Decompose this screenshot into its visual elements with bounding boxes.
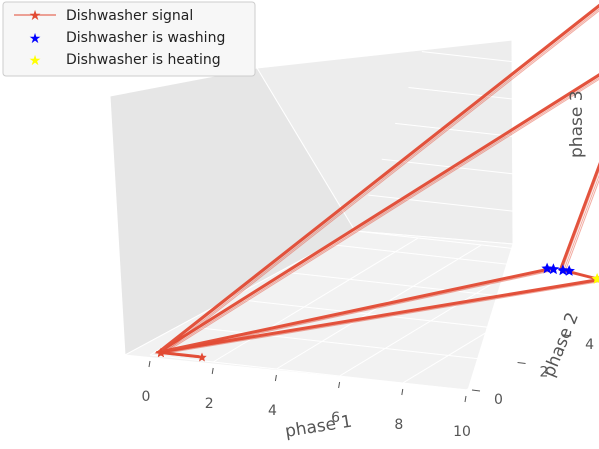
- signal-point-1: [197, 352, 207, 362]
- legend-box: [2, 1, 256, 77]
- washing-point-8: [547, 263, 560, 275]
- signal-line-2: [160, 8, 599, 359]
- legend-washing-label: Dishwasher is washing: [66, 30, 225, 46]
- x-tick-mark-3: [338, 381, 341, 389]
- grid-line-z-6: [435, 15, 599, 35]
- grid-line-z-2: [381, 158, 599, 184]
- legend-washing-marker: ★: [29, 31, 42, 47]
- axis-ticks: 024681002468012345678: [142, 334, 594, 440]
- signal-line-3: [162, 10, 599, 359]
- data-marks: [154, 3, 599, 362]
- grid-line-z-1: [368, 194, 599, 222]
- x-tick-mark-2: [274, 374, 277, 382]
- y-tick-mark-2: [563, 334, 572, 337]
- y-tick-mark-1: [517, 361, 526, 364]
- grid-line-x-4: [402, 263, 599, 384]
- x-tick-mark-0: [148, 360, 151, 368]
- y-axis-label: phase 2: [539, 310, 583, 380]
- legend-item-heating: ★ Dishwasher is heating: [29, 52, 221, 69]
- legend: ★ Dishwasher signal ★ Dishwasher is wash…: [2, 1, 256, 77]
- grid-line-z-3: [395, 122, 599, 147]
- grid-line-z-7: [449, 0, 599, 15]
- y-tick-label-2: 4: [585, 337, 594, 353]
- grid-line-z-5: [421, 51, 599, 72]
- grid-line-x-5: [465, 308, 599, 391]
- x-tick-label-1: 2: [205, 396, 214, 412]
- pane-floor: [123, 230, 514, 391]
- grid-line-y-0: [149, 354, 467, 391]
- grid-line-z-0: [354, 230, 599, 259]
- signal-line-0: [154, 3, 599, 359]
- z-axis-label: phase 3: [567, 90, 587, 158]
- heating-point-4: [591, 273, 599, 284]
- grid-line-x-3: [339, 251, 545, 377]
- y-tick-label-1: 2: [540, 364, 549, 380]
- y-tick-label-0: 0: [494, 392, 503, 408]
- x-axis-label: phase 1: [284, 412, 354, 442]
- grid-line-x-2: [276, 244, 482, 370]
- x-tick-mark-5: [464, 395, 467, 403]
- signal-line-1: [158, 6, 599, 358]
- x-tick-label-5: 10: [453, 424, 471, 440]
- legend-heating-label: Dishwasher is heating: [66, 52, 221, 68]
- washing-point-10: [563, 265, 575, 276]
- signal-point-13: [156, 347, 166, 357]
- legend-signal-label: Dishwasher signal: [66, 8, 193, 24]
- y-tick-mark-0: [471, 389, 481, 392]
- x-tick-label-2: 4: [268, 403, 277, 419]
- legend-item-washing: ★ Dishwasher is washing: [29, 30, 226, 47]
- washing-point-7: [541, 262, 553, 274]
- washing-point-9: [557, 264, 569, 276]
- x-tick-label-3: 6: [331, 410, 340, 426]
- x-tick-label-4: 8: [394, 417, 403, 433]
- grid-line-z-4: [408, 87, 599, 110]
- x-tick-label-0: 0: [142, 389, 151, 405]
- grid-line-x-1: [212, 237, 419, 363]
- legend-heating-marker: ★: [29, 53, 42, 69]
- grid-line-y-4: [332, 244, 599, 275]
- x-tick-mark-1: [211, 367, 214, 375]
- x-tick-mark-4: [401, 388, 404, 396]
- legend-signal-marker: ★: [29, 8, 42, 24]
- grid-line-y-2: [241, 299, 558, 336]
- legend-item-signal: ★ Dishwasher signal: [14, 8, 193, 24]
